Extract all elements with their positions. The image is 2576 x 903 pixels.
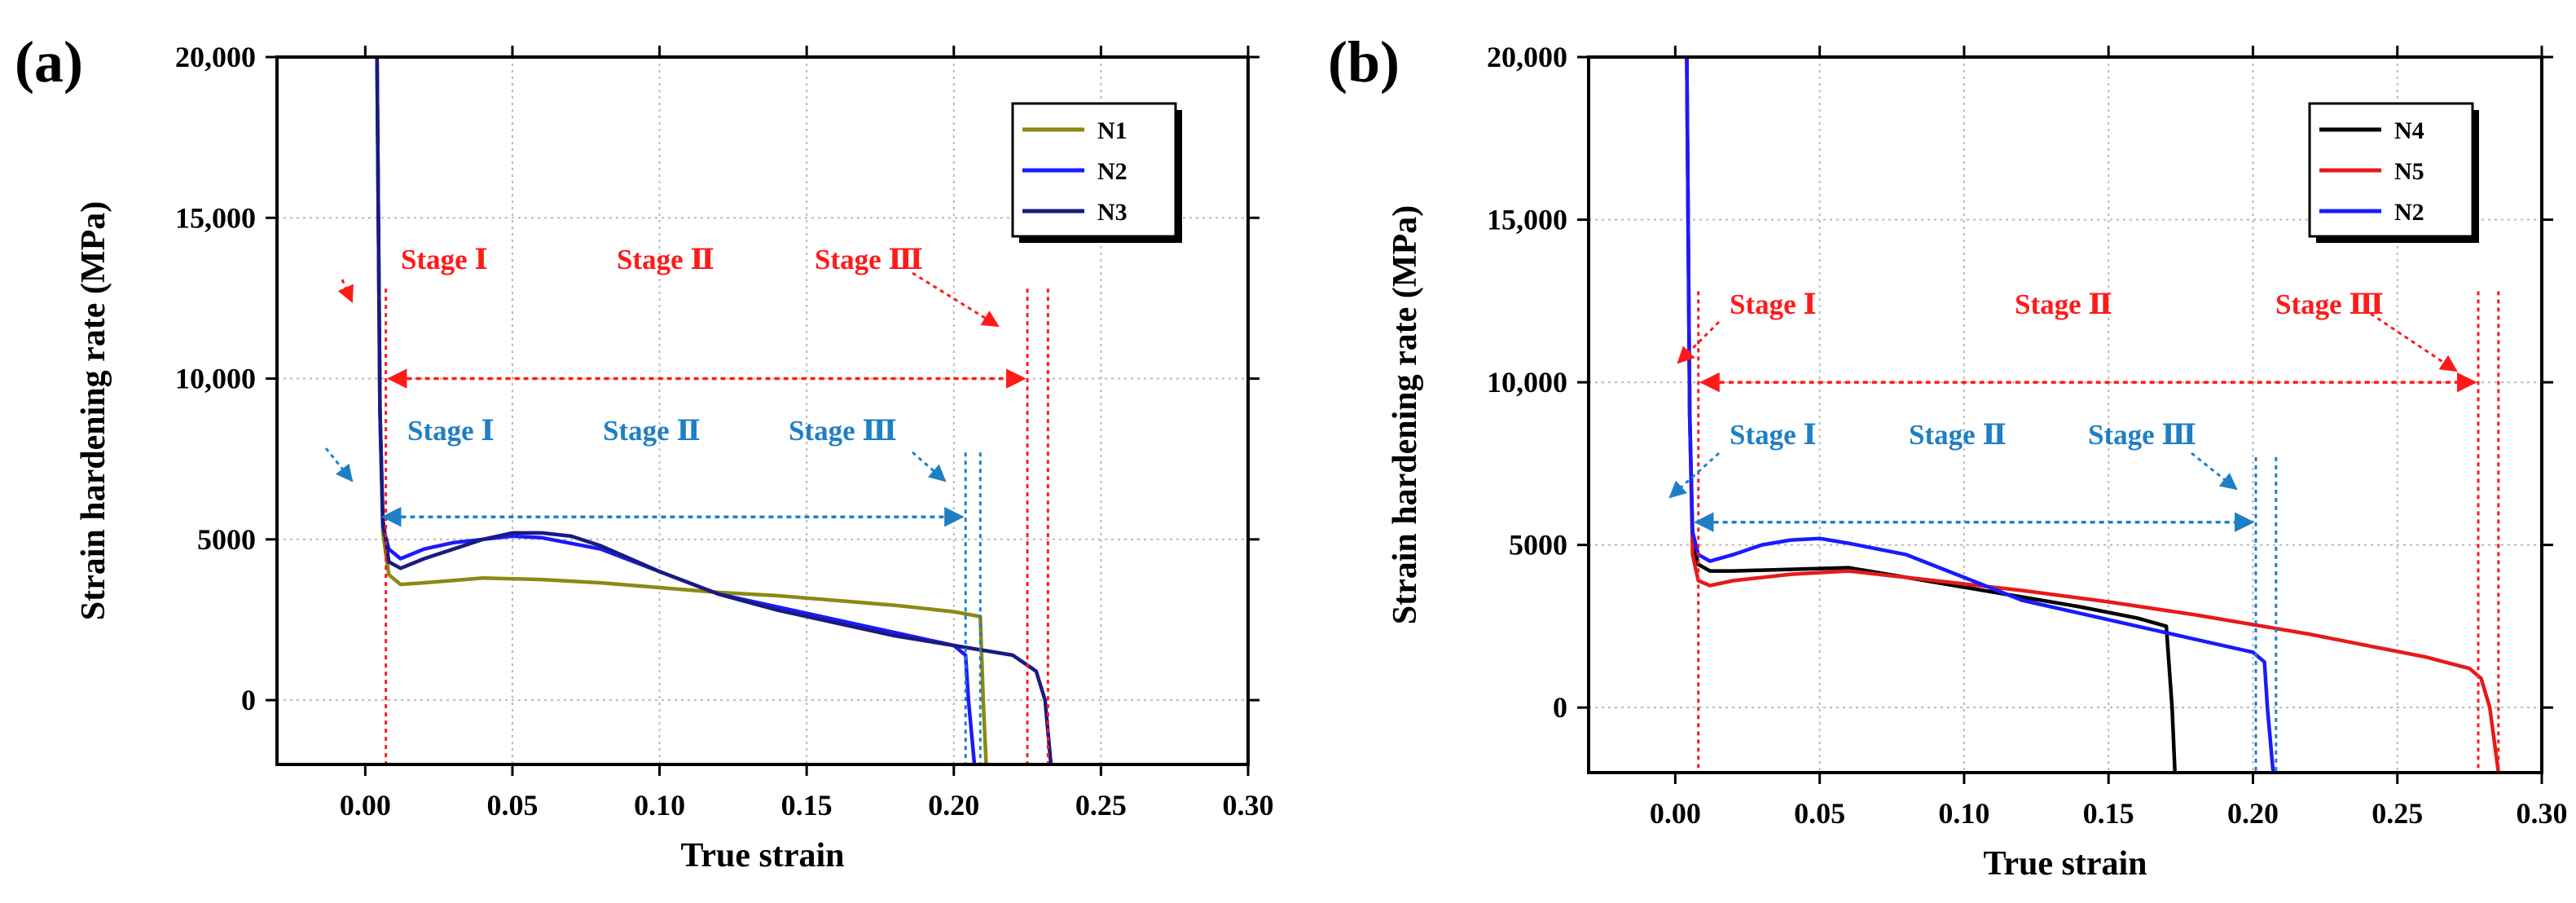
y-tick-label: 20,000 bbox=[1487, 41, 1567, 73]
stage-label: Stage Ⅱ bbox=[1909, 419, 2007, 451]
stage-leader-arrow bbox=[1668, 452, 1721, 499]
stage-label: Stage Ⅰ bbox=[1730, 289, 1817, 320]
stage-annotations-red: Stage Ⅰ Stage Ⅱ Stage Ⅲ bbox=[1677, 289, 2500, 773]
series-line-n1 bbox=[375, 57, 988, 764]
stage-leader-arrow bbox=[2370, 312, 2458, 372]
stage-label: Stage Ⅱ bbox=[603, 415, 701, 447]
stage-annotations-blue: Stage Ⅰ Stage Ⅱ Stage Ⅲ bbox=[324, 415, 982, 764]
y-tick-label: 10,000 bbox=[175, 363, 256, 395]
y-tick-label: 15,000 bbox=[1487, 204, 1567, 236]
x-tick-label: 0.30 bbox=[2517, 797, 2568, 830]
stage-leader-arrow bbox=[912, 451, 947, 482]
x-tick-label: 0.30 bbox=[1223, 789, 1274, 822]
x-tick-label: 0.15 bbox=[2083, 797, 2134, 830]
legend-label: N2 bbox=[2394, 199, 2424, 226]
x-axis-title: True strain bbox=[680, 837, 844, 874]
series-line-n3 bbox=[375, 57, 1053, 764]
stage-label: Stage Ⅱ bbox=[617, 244, 714, 275]
stage-leader-arrow bbox=[337, 279, 354, 303]
axes-frame bbox=[275, 55, 1250, 766]
x-tick-label: 0.25 bbox=[1075, 789, 1127, 822]
stage-leader-arrow bbox=[324, 447, 354, 482]
x-tick-label: 0.10 bbox=[1938, 797, 1989, 830]
y-tick-label: 0 bbox=[1553, 691, 1567, 724]
x-tick-label: 0.15 bbox=[781, 789, 833, 822]
stage-label: Stage Ⅱ bbox=[2015, 289, 2112, 320]
series-line-n2 bbox=[375, 57, 977, 764]
y-axis-title: Strain hardening rate (MPa) bbox=[1387, 205, 1424, 624]
series-line-n5 bbox=[1685, 57, 2501, 773]
x-tick-label: 0.05 bbox=[1794, 797, 1845, 830]
x-axis-title: True strain bbox=[1983, 845, 2147, 883]
stage-label: Stage Ⅰ bbox=[1730, 419, 1817, 451]
legend: N4 N5 N2 bbox=[2308, 102, 2479, 243]
y-tick-label: 0 bbox=[241, 684, 256, 716]
y-tick-label: 5000 bbox=[1509, 529, 1567, 562]
series-line-n4 bbox=[1685, 57, 2177, 773]
stage-label: Stage Ⅲ bbox=[815, 244, 923, 275]
stage-label: Stage Ⅲ bbox=[789, 415, 897, 447]
x-tick-label: 0.20 bbox=[2227, 797, 2279, 830]
stage-leader-arrow bbox=[2191, 452, 2238, 491]
legend: N1 N2 N3 bbox=[1011, 102, 1182, 243]
stage-leader-arrow bbox=[1677, 320, 1721, 364]
axes-frame bbox=[1587, 55, 2543, 774]
legend-label: N4 bbox=[2394, 117, 2424, 144]
y-tick-label: 20,000 bbox=[175, 41, 256, 73]
x-tick-label: 0.20 bbox=[928, 789, 979, 822]
y-tick-label: 15,000 bbox=[175, 201, 256, 234]
stage-leader-arrow bbox=[912, 271, 1000, 328]
y-tick-label: 5000 bbox=[197, 523, 256, 556]
panel-label: (a) bbox=[15, 29, 83, 95]
legend-label: N3 bbox=[1097, 199, 1128, 226]
x-tick-label: 0.25 bbox=[2372, 797, 2423, 830]
legend-label: N1 bbox=[1097, 117, 1128, 144]
panel-label: (b) bbox=[1328, 29, 1400, 95]
series-line-n2 bbox=[1685, 57, 2275, 773]
stage-label: Stage Ⅰ bbox=[407, 415, 495, 447]
stage-label: Stage Ⅲ bbox=[2088, 419, 2196, 451]
x-tick-label: 0.00 bbox=[340, 789, 391, 822]
x-tick-label: 0.10 bbox=[634, 789, 685, 822]
stage-annotations-blue: Stage Ⅰ Stage Ⅱ Stage Ⅲ bbox=[1668, 419, 2278, 773]
y-tick-label: 10,000 bbox=[1487, 366, 1567, 399]
stage-annotations-red: Stage Ⅰ Stage Ⅱ Stage Ⅲ bbox=[337, 244, 1049, 764]
x-tick-label: 0.00 bbox=[1650, 797, 1701, 830]
y-axis-title: Strain hardening rate (MPa) bbox=[75, 201, 112, 620]
legend-label: N2 bbox=[1097, 158, 1128, 185]
stage-label: Stage Ⅰ bbox=[401, 244, 488, 275]
plot-area bbox=[375, 57, 1053, 764]
x-tick-label: 0.05 bbox=[486, 789, 538, 822]
legend-label: N5 bbox=[2394, 158, 2424, 185]
plot-area bbox=[1685, 57, 2501, 773]
stage-label: Stage Ⅲ bbox=[2275, 289, 2384, 320]
